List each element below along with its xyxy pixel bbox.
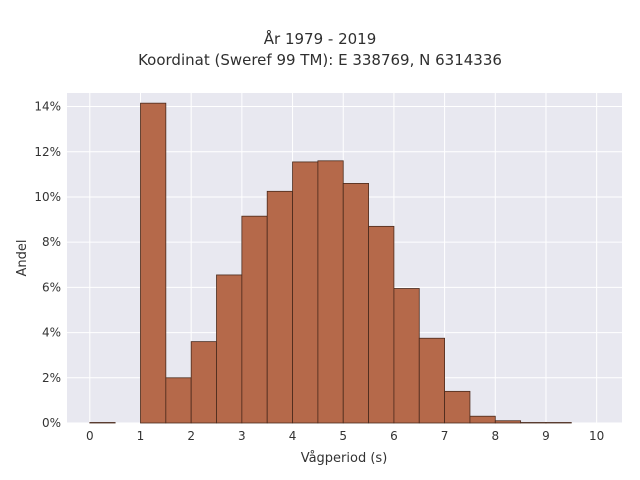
y-tick-label: 14% [34,100,61,114]
histogram-bar [393,288,420,424]
histogram-bar [190,341,217,424]
bars [89,102,572,424]
x-tick-label: 4 [289,429,297,443]
y-axis-label: Andel [15,240,30,277]
y-tick-label: 12% [34,145,61,159]
y-tick-label: 0% [42,416,61,430]
x-axis-label: Vågperiod (s) [301,451,388,466]
histogram-bar [241,215,268,424]
x-tick-label: 1 [137,429,145,443]
y-tick-label: 2% [42,371,61,385]
x-tick-label: 8 [491,429,499,443]
histogram-bar [216,274,243,424]
x-tick-label: 9 [542,429,550,443]
histogram-bar [342,183,369,424]
histogram-bar [89,422,116,424]
histogram-bar [140,102,167,424]
histogram-bar [520,422,547,424]
y-tick-label: 6% [42,280,61,294]
x-axis-ticks: 0 1 2 3 4 5 6 7 8 9 10 [86,429,604,443]
histogram-bar [292,161,319,424]
histogram-bar [266,190,293,424]
x-tick-label: 3 [238,429,246,443]
y-tick-label: 4% [42,326,61,340]
chart-subtitle: Koordinat (Sweref 99 TM): E 338769, N 63… [138,51,502,69]
x-tick-label: 6 [390,429,398,443]
histogram-bar [545,422,572,424]
histogram-bar [317,160,344,424]
x-tick-label: 2 [187,429,195,443]
histogram-bar [418,337,446,424]
chart-title: År 1979 - 2019 [263,30,377,48]
y-axis-ticks: 0% 2% 4% 6% 8% 10% 12% 14% [34,100,61,430]
x-tick-label: 7 [441,429,449,443]
x-tick-label: 10 [589,429,604,443]
histogram-bar [368,225,395,424]
y-tick-label: 8% [42,235,61,249]
histogram-bar [494,420,522,424]
x-tick-label: 5 [339,429,347,443]
y-tick-label: 10% [34,190,61,204]
histogram-bar [165,377,192,424]
histogram-bar [444,390,471,424]
histogram-bar [469,415,496,424]
x-tick-label: 0 [86,429,94,443]
